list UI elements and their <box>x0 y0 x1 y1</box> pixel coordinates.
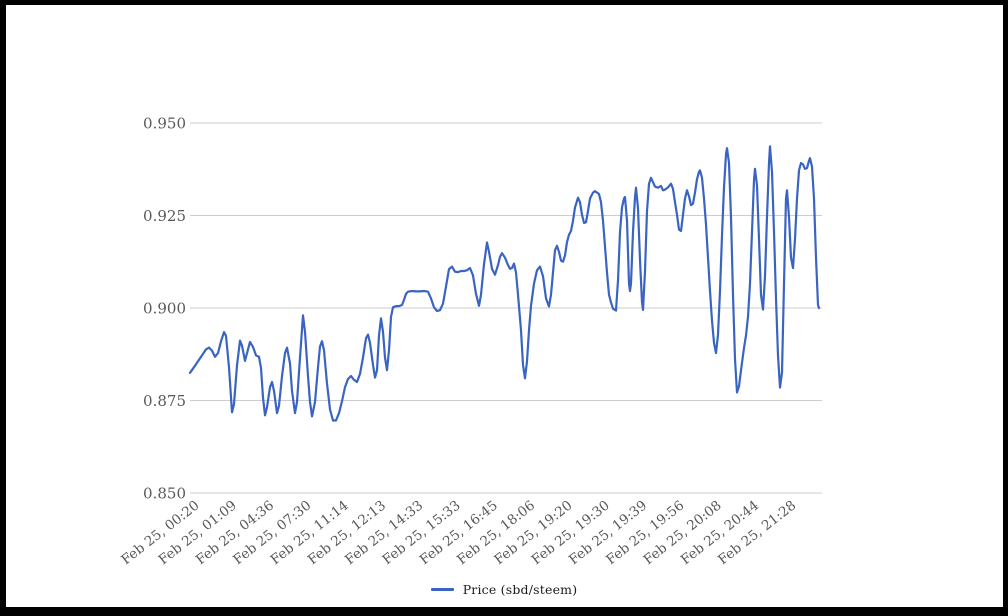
chart-legend: Price (sbd/steem) <box>0 582 1008 597</box>
screenshot-border-right <box>1003 0 1008 616</box>
y-axis-tick-label: 0.950 <box>143 115 186 133</box>
y-axis-tick-label: 0.900 <box>143 300 186 318</box>
screenshot-border-bottom <box>0 607 1008 616</box>
price-series-line <box>188 145 821 422</box>
y-axis-tick-label: 0.925 <box>143 207 186 225</box>
legend-label: Price (sbd/steem) <box>462 582 578 597</box>
y-axis-tick-label: 0.875 <box>143 392 186 410</box>
y-axis-labels: 0.950 0.925 0.900 0.875 0.850 <box>143 115 186 503</box>
screenshot-border-top <box>0 0 1008 5</box>
y-axis-tick-label: 0.850 <box>143 485 186 503</box>
screenshot-border-left <box>0 0 6 616</box>
gridlines <box>190 122 822 494</box>
legend-line-swatch <box>430 588 454 591</box>
